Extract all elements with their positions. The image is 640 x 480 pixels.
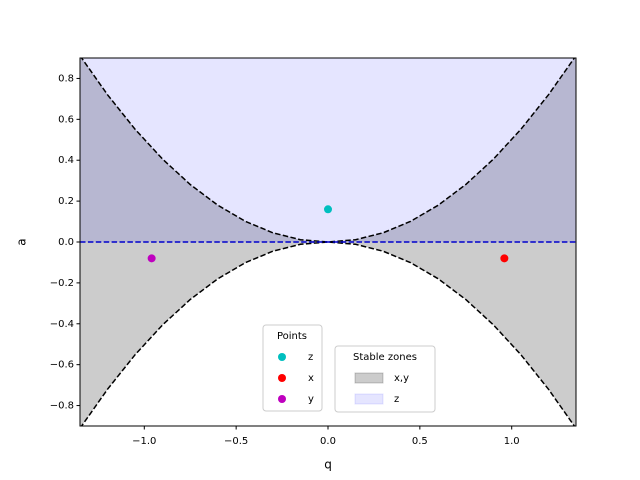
x-tick-label: 0.0 xyxy=(320,436,336,447)
legend-label: z xyxy=(308,352,313,363)
y-tick-label: −0.6 xyxy=(50,360,74,371)
y-tick-label: −0.2 xyxy=(50,278,74,289)
data-point xyxy=(324,205,332,214)
x-tick-label: 0.5 xyxy=(412,436,428,447)
legend-marker xyxy=(278,374,286,382)
legend-label: y xyxy=(308,394,314,405)
y-tick-label: 0.8 xyxy=(58,73,74,84)
y-axis-label: a xyxy=(15,238,29,245)
y-tick-label: 0.0 xyxy=(58,237,74,248)
legend-title: Points xyxy=(277,331,307,342)
y-tick-label: −0.8 xyxy=(50,401,74,412)
x-axis-label: q xyxy=(324,458,332,472)
y-tick-label: 0.6 xyxy=(58,114,74,125)
legend-title: Stable zones xyxy=(353,352,417,363)
legend-marker xyxy=(278,353,286,361)
x-tick-label: −0.5 xyxy=(224,436,248,447)
data-point xyxy=(147,254,156,263)
x-tick-label: −1.0 xyxy=(132,436,156,447)
legend-label: x,y xyxy=(394,373,409,384)
legend-swatch xyxy=(354,393,384,405)
legend-marker xyxy=(278,395,286,403)
x-tick-label: 1.0 xyxy=(504,436,520,447)
legend-box xyxy=(262,324,323,412)
legend-box xyxy=(334,345,436,413)
legend-swatch xyxy=(354,372,384,384)
y-tick-label: 0.2 xyxy=(58,196,74,207)
y-tick-label: 0.4 xyxy=(58,155,74,166)
data-point xyxy=(500,254,509,263)
plot-area xyxy=(80,58,576,426)
legend-label: z xyxy=(394,394,399,405)
y-tick-label: −0.4 xyxy=(50,319,74,330)
legend-label: x xyxy=(308,373,314,384)
